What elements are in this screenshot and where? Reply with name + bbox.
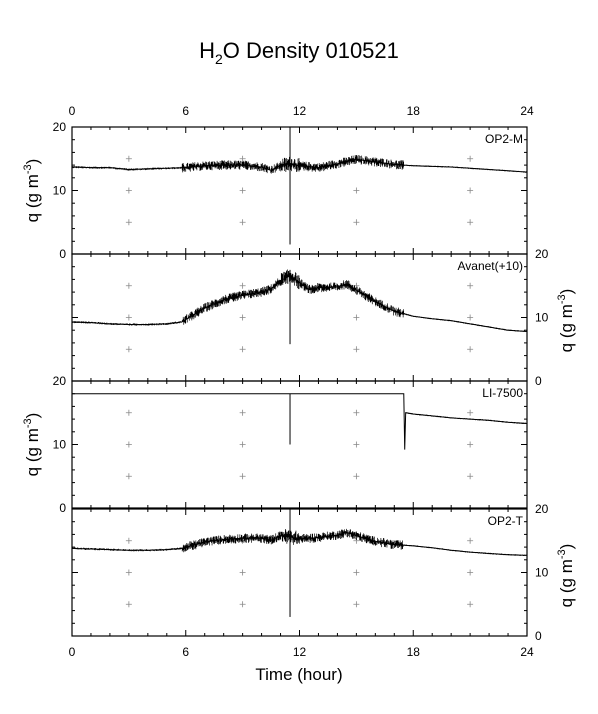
grid-cross bbox=[125, 537, 132, 544]
grid-cross bbox=[125, 155, 132, 162]
grid-cross bbox=[467, 282, 474, 289]
x-tick-label-top: 6 bbox=[182, 104, 189, 118]
grid-cross bbox=[239, 155, 246, 162]
chart-title: H2O Density 010521 bbox=[199, 38, 399, 67]
series-noise-avanet-10 bbox=[71, 269, 528, 332]
grid-cross bbox=[467, 155, 474, 162]
grid-cross bbox=[467, 409, 474, 416]
grid-cross bbox=[353, 187, 360, 194]
grid-cross bbox=[467, 314, 474, 321]
series-noise-li-7500 bbox=[405, 412, 528, 425]
y-axis-label: q (g m-3) bbox=[22, 159, 42, 223]
series-line-op2-t bbox=[71, 531, 528, 556]
grid-cross bbox=[353, 409, 360, 416]
grid-cross bbox=[467, 187, 474, 194]
grid-cross bbox=[353, 473, 360, 480]
panel-frame-op2-t bbox=[71, 508, 528, 637]
series-line-avanet-10 bbox=[71, 275, 528, 332]
x-tick-label: 6 bbox=[182, 645, 189, 659]
y-tick-label: 0 bbox=[59, 501, 66, 515]
x-tick-label-top: 24 bbox=[520, 104, 534, 118]
x-tick-label-top: 0 bbox=[69, 104, 76, 118]
grid-cross bbox=[125, 219, 132, 226]
grid-cross bbox=[467, 219, 474, 226]
y-axis-label: q (g m-3) bbox=[556, 544, 576, 608]
x-axis-label: Time (hour) bbox=[255, 665, 342, 684]
grid-cross bbox=[125, 314, 132, 321]
y-tick-label: 20 bbox=[53, 374, 67, 388]
grid-cross bbox=[239, 187, 246, 194]
grid-cross bbox=[353, 346, 360, 353]
panel-label-li-7500: LI-7500 bbox=[482, 386, 523, 400]
y-tick-label: 10 bbox=[535, 311, 549, 325]
grid-cross bbox=[125, 409, 132, 416]
grid-cross bbox=[353, 219, 360, 226]
plot-layer: 0 10 20 q (g m-3) OP2-M 0 10 20 q (g m-3) Avanet(… bbox=[22, 104, 576, 659]
panel-label-avanet-10: Avanet(+10) bbox=[458, 259, 524, 273]
grid-cross bbox=[125, 187, 132, 194]
y-tick-label: 20 bbox=[53, 120, 67, 134]
grid-cross bbox=[467, 441, 474, 448]
y-axis-label: q (g m-3) bbox=[22, 413, 42, 477]
x-tick-label-top: 12 bbox=[293, 104, 307, 118]
x-tick-label: 12 bbox=[293, 645, 307, 659]
grid-cross bbox=[467, 346, 474, 353]
grid-cross bbox=[239, 473, 246, 480]
grid-cross bbox=[125, 346, 132, 353]
grid-cross bbox=[239, 441, 246, 448]
y-tick-label: 10 bbox=[535, 566, 549, 580]
grid-cross bbox=[125, 473, 132, 480]
grid-cross bbox=[467, 473, 474, 480]
grid-cross bbox=[353, 441, 360, 448]
panel-frame-avanet-10 bbox=[71, 253, 528, 382]
grid-cross bbox=[467, 569, 474, 576]
grid-cross bbox=[239, 409, 246, 416]
y-tick-label: 10 bbox=[53, 184, 67, 198]
y-tick-label: 0 bbox=[535, 629, 542, 643]
grid-cross bbox=[353, 569, 360, 576]
x-tick-label: 18 bbox=[407, 645, 421, 659]
y-tick-label: 0 bbox=[535, 374, 542, 388]
grid-cross bbox=[125, 282, 132, 289]
grid-cross bbox=[239, 282, 246, 289]
grid-cross bbox=[353, 601, 360, 608]
grid-cross bbox=[353, 314, 360, 321]
x-tick-label: 24 bbox=[520, 645, 534, 659]
grid-cross bbox=[467, 601, 474, 608]
grid-cross bbox=[125, 441, 132, 448]
grid-cross bbox=[239, 569, 246, 576]
y-tick-label: 0 bbox=[59, 247, 66, 261]
grid-cross bbox=[125, 601, 132, 608]
y-tick-label: 20 bbox=[535, 247, 549, 261]
grid-cross bbox=[239, 346, 246, 353]
panel-frame-op2-m bbox=[71, 126, 528, 255]
grid-cross bbox=[239, 601, 246, 608]
series-noise-op2-t bbox=[71, 528, 528, 556]
y-axis-label: q (g m-3) bbox=[556, 289, 576, 353]
grid-cross bbox=[239, 314, 246, 321]
x-tick-label-top: 18 bbox=[407, 104, 421, 118]
grid-cross bbox=[239, 219, 246, 226]
y-tick-label: 10 bbox=[53, 438, 67, 452]
x-tick-label: 0 bbox=[69, 645, 76, 659]
series-line-li-7500 bbox=[72, 393, 528, 450]
y-tick-label: 20 bbox=[535, 502, 549, 516]
grid-cross bbox=[467, 537, 474, 544]
panel-label-op2-t: OP2-T bbox=[488, 514, 524, 528]
series-noise-op2-m bbox=[71, 155, 528, 174]
grid-cross bbox=[125, 569, 132, 576]
panel-label-op2-m: OP2-M bbox=[485, 132, 523, 146]
panel-frame-li-7500 bbox=[71, 380, 528, 509]
